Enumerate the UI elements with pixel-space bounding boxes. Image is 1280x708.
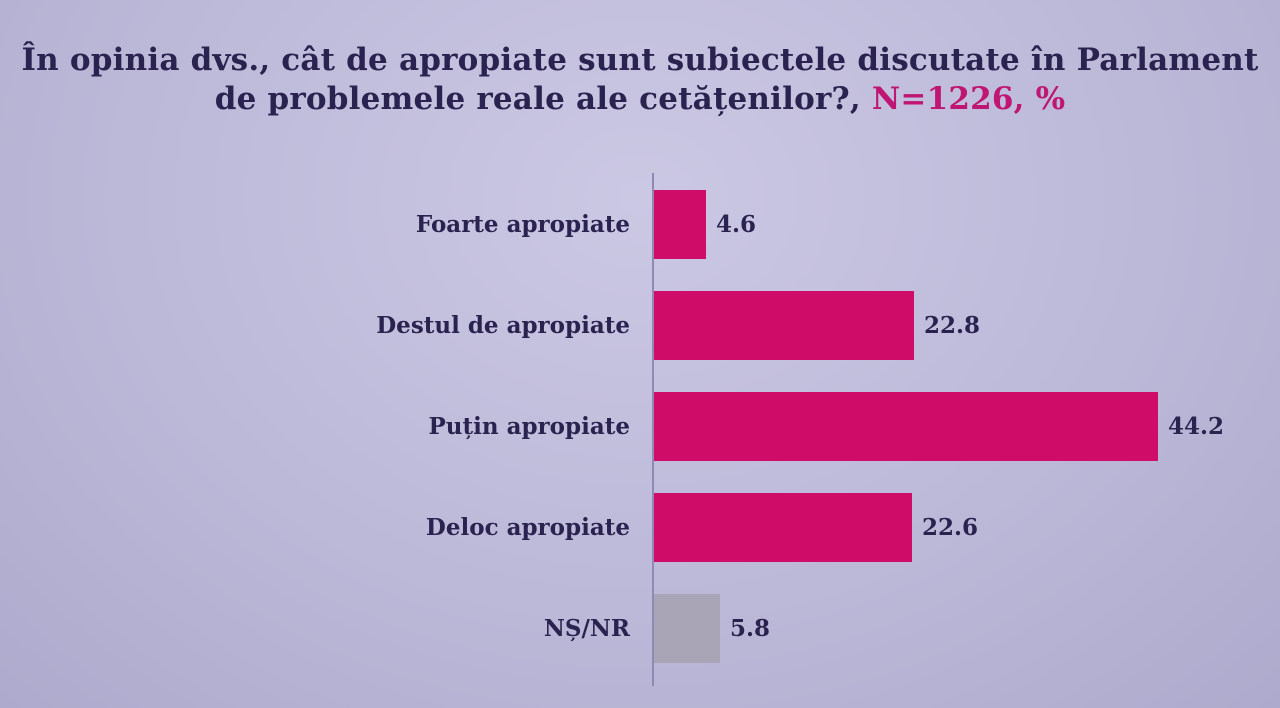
bar-row: Foarte apropiate 4.6 bbox=[0, 174, 1280, 275]
bar bbox=[654, 493, 912, 562]
sample-size-label: N=1226, % bbox=[871, 81, 1066, 117]
chart-title: În opinia dvs., cât de apropiate sunt su… bbox=[0, 41, 1280, 119]
bar bbox=[654, 594, 720, 663]
bar-row: NȘ/NR 5.8 bbox=[0, 578, 1280, 679]
category-label: Puțin apropiate bbox=[428, 413, 630, 440]
bar-row: Deloc apropiate 22.6 bbox=[0, 477, 1280, 578]
value-label: 5.8 bbox=[730, 615, 771, 642]
bar-track: 22.6 bbox=[652, 493, 1280, 562]
bar-track: 5.8 bbox=[652, 594, 1280, 663]
value-label: 44.2 bbox=[1168, 413, 1225, 440]
bar-track: 22.8 bbox=[652, 291, 1280, 360]
value-label: 22.6 bbox=[922, 514, 979, 541]
bar bbox=[654, 291, 914, 360]
axis-baseline bbox=[652, 173, 654, 686]
value-label: 4.6 bbox=[716, 211, 757, 238]
category-label: Deloc apropiate bbox=[425, 514, 630, 541]
bar bbox=[654, 392, 1158, 461]
bar-row: Puțin apropiate 44.2 bbox=[0, 376, 1280, 477]
bar-chart: Foarte apropiate 4.6 Destul de apropiate… bbox=[0, 174, 1280, 679]
bar-track: 4.6 bbox=[652, 190, 1280, 259]
category-label: Foarte apropiate bbox=[415, 211, 630, 238]
bar-track: 44.2 bbox=[652, 392, 1280, 461]
category-label: NȘ/NR bbox=[543, 615, 630, 642]
value-label: 22.8 bbox=[924, 312, 981, 339]
bar-row: Destul de apropiate 22.8 bbox=[0, 275, 1280, 376]
category-label: Destul de apropiate bbox=[376, 312, 630, 339]
bar bbox=[654, 190, 706, 259]
chart-title-line2: de problemele reale ale cetățenilor?, N=… bbox=[214, 81, 1066, 117]
chart-title-line1: În opinia dvs., cât de apropiate sunt su… bbox=[21, 42, 1259, 78]
